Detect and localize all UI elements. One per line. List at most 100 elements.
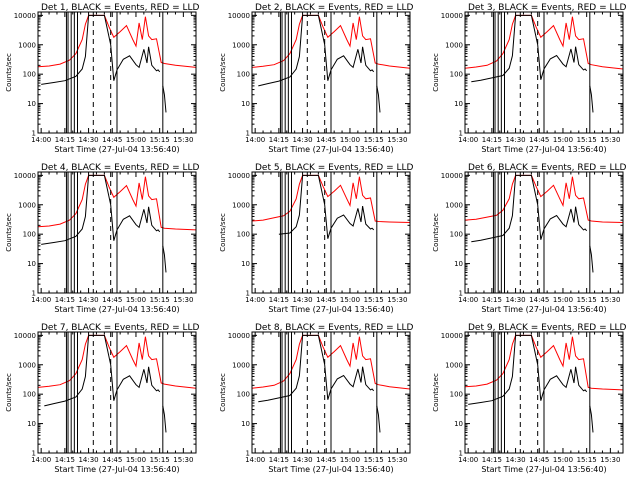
plot-area — [252, 172, 410, 293]
y-tick-label: 10 — [241, 420, 250, 428]
x-tick-label: 14:15 — [482, 136, 502, 144]
x-tick-label: 14:15 — [482, 456, 502, 464]
detector-panel-8: Det 8, BLACK = Events, RED = LLD Counts/s… — [219, 323, 414, 474]
events-series-line — [162, 405, 167, 433]
lld-series-line — [465, 174, 623, 223]
y-axis-label: Counts/sec — [5, 53, 13, 92]
detector-panel-7: Det 7, BLACK = Events, RED = LLD Counts/s… — [5, 323, 200, 474]
x-tick-label: 14:15 — [55, 456, 75, 464]
y-axis-label: Counts/sec — [432, 213, 440, 252]
x-tick-label: 14:30 — [78, 296, 98, 304]
x-tick-label: 14:00 — [31, 136, 51, 144]
x-tick-label: 14:30 — [505, 456, 525, 464]
lld-series-line — [252, 334, 410, 390]
events-series-line — [162, 245, 167, 273]
y-tick-label: 1 — [32, 290, 36, 298]
x-tick-label: 14:45 — [316, 296, 336, 304]
x-tick-label: 14:30 — [78, 136, 98, 144]
x-tick-label: 15:00 — [126, 456, 146, 464]
events-series-line — [278, 174, 375, 239]
y-tick-label: 1000 — [18, 41, 36, 49]
x-tick-label: 15:30 — [387, 296, 407, 304]
y-tick-label: 10 — [454, 420, 463, 428]
x-tick-label: 14:30 — [505, 296, 525, 304]
x-axis-label: Start Time (27-Jul-04 13:56:40) — [54, 145, 179, 154]
x-tick-label: 14:15 — [269, 136, 289, 144]
events-series-line — [471, 174, 588, 243]
x-tick-label: 14:15 — [269, 296, 289, 304]
x-tick-label: 15:30 — [600, 296, 620, 304]
y-tick-label: 100 — [23, 71, 36, 79]
y-tick-label: 1 — [32, 450, 36, 458]
plot-area — [465, 12, 623, 133]
x-axis-label: Start Time (27-Jul-04 13:56:40) — [54, 465, 179, 474]
y-tick-label: 100 — [237, 231, 250, 239]
y-tick-label: 10 — [241, 100, 250, 108]
axes-frame — [251, 331, 411, 454]
x-tick-label: 15:00 — [553, 456, 573, 464]
y-tick-label: 10 — [241, 260, 250, 268]
x-tick-label: 14:00 — [31, 296, 51, 304]
events-series-line — [44, 334, 161, 407]
x-tick-label: 14:00 — [458, 136, 478, 144]
y-tick-label: 1000 — [445, 201, 463, 209]
x-tick-label: 14:45 — [102, 456, 122, 464]
panel-title: Det 6, BLACK = Events, RED = LLD — [468, 163, 627, 173]
y-axis-label: Counts/sec — [5, 213, 13, 252]
x-tick-label: 14:45 — [529, 456, 549, 464]
x-tick-label: 15:00 — [340, 456, 360, 464]
y-tick-label: 10000 — [441, 332, 463, 340]
y-tick-label: 10000 — [441, 12, 463, 20]
x-tick-label: 15:30 — [173, 136, 193, 144]
x-tick-label: 14:45 — [529, 296, 549, 304]
x-tick-label: 15:00 — [126, 136, 146, 144]
x-tick-label: 15:30 — [600, 456, 620, 464]
y-axis-label: Counts/sec — [219, 373, 227, 412]
y-tick-label: 10000 — [228, 172, 250, 180]
events-series-line — [468, 334, 588, 405]
y-tick-label: 1000 — [232, 361, 250, 369]
y-tick-label: 1000 — [445, 41, 463, 49]
x-tick-label: 15:00 — [553, 296, 573, 304]
detector-panel-2: Det 2, BLACK = Events, RED = LLD Counts/s… — [219, 3, 414, 154]
y-tick-label: 100 — [237, 391, 250, 399]
x-tick-label: 14:45 — [316, 136, 336, 144]
y-tick-label: 10000 — [228, 12, 250, 20]
detector-panel-3: Det 3, BLACK = Events, RED = LLD Counts/s… — [432, 3, 627, 154]
y-tick-label: 100 — [450, 231, 463, 239]
x-tick-label: 15:15 — [577, 456, 597, 464]
x-tick-label: 15:15 — [150, 136, 170, 144]
axes-frame — [37, 331, 197, 454]
y-axis-label: Counts/sec — [219, 53, 227, 92]
x-tick-label: 14:15 — [482, 296, 502, 304]
x-axis-label: Start Time (27-Jul-04 13:56:40) — [54, 305, 179, 314]
events-series-line — [471, 14, 588, 83]
axes-frame — [37, 11, 197, 134]
lld-series-line — [465, 334, 623, 391]
y-tick-label: 100 — [23, 231, 36, 239]
y-axis-label: Counts/sec — [432, 53, 440, 92]
axes-frame — [251, 11, 411, 134]
x-tick-label: 15:15 — [364, 136, 384, 144]
x-tick-label: 15:30 — [387, 456, 407, 464]
plot-area — [38, 12, 196, 133]
x-tick-label: 15:00 — [126, 296, 146, 304]
lld-series-line — [38, 174, 196, 231]
y-tick-label: 1000 — [232, 41, 250, 49]
axes-frame — [464, 171, 624, 294]
y-tick-label: 10000 — [14, 172, 36, 180]
x-tick-label: 15:00 — [340, 136, 360, 144]
y-tick-label: 1 — [246, 130, 250, 138]
y-tick-label: 1000 — [445, 361, 463, 369]
x-tick-label: 14:45 — [529, 136, 549, 144]
y-tick-label: 1 — [459, 130, 463, 138]
y-tick-label: 1000 — [18, 201, 36, 209]
detector-panel-1: Det 1, BLACK = Events, RED = LLD Counts/s… — [5, 3, 200, 154]
events-series-line — [258, 14, 375, 87]
x-tick-label: 15:15 — [364, 456, 384, 464]
x-tick-label: 14:00 — [245, 136, 265, 144]
lld-series-line — [252, 14, 410, 69]
y-tick-label: 1 — [246, 450, 250, 458]
y-tick-label: 1000 — [232, 201, 250, 209]
y-axis-label: Counts/sec — [432, 373, 440, 412]
